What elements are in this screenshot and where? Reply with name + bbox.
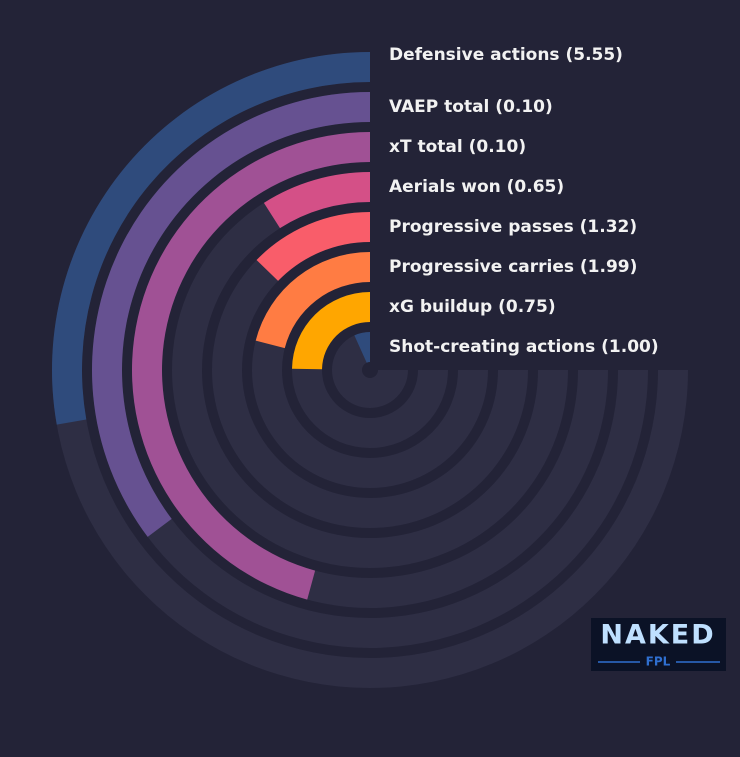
logo-title: NAKED: [600, 620, 715, 651]
bar: [292, 292, 370, 370]
category-label: Progressive carries (1.99): [389, 257, 637, 277]
bar: [91, 92, 370, 537]
logo: NAKED FPL: [591, 618, 726, 671]
category-label: Defensive actions (5.55): [389, 45, 623, 65]
bar: [256, 212, 370, 281]
bar: [263, 172, 370, 229]
category-label: Progressive passes (1.32): [389, 217, 637, 237]
category-label: VAEP total (0.10): [389, 97, 553, 117]
bar: [255, 252, 370, 349]
category-label: Shot-creating actions (1.00): [389, 337, 659, 357]
bar: [354, 332, 370, 363]
category-label: xT total (0.10): [389, 137, 526, 157]
category-label: Aerials won (0.65): [389, 177, 564, 197]
category-label: xG buildup (0.75): [389, 297, 556, 317]
logo-subtitle: FPL: [646, 655, 671, 669]
track: [332, 332, 408, 408]
bar: [132, 132, 370, 600]
bar: [51, 52, 370, 425]
